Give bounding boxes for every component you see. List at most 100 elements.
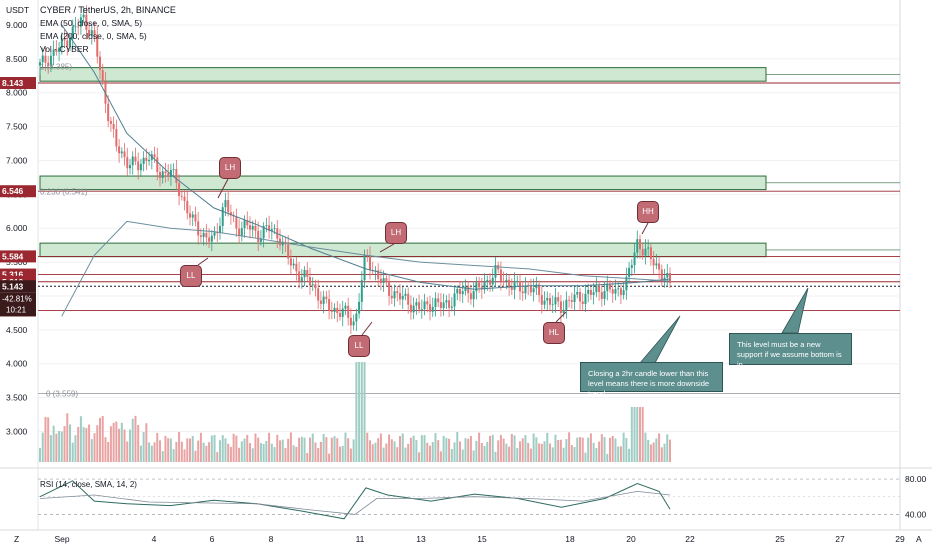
x-tick-label: 25 — [775, 534, 785, 544]
candle-body — [663, 277, 666, 280]
volume-bar — [131, 418, 134, 462]
candle-body — [238, 228, 241, 236]
volume-bar — [379, 433, 382, 462]
volume-bar — [404, 447, 407, 462]
volume-bar — [382, 447, 385, 462]
volume-bar — [450, 448, 453, 462]
pattern-tag-hl: HL — [543, 322, 565, 344]
candle-body — [39, 62, 41, 66]
price-label-box — [0, 250, 36, 263]
price-axis[interactable]: 3.0003.5004.0004.5005.0005.5006.0006.500… — [0, 5, 36, 437]
volume-bar — [229, 446, 232, 462]
candle-body — [120, 151, 123, 154]
candle-body — [510, 287, 513, 290]
volume-bar — [47, 417, 50, 462]
volume-bar — [469, 435, 472, 462]
volume-bar — [595, 448, 598, 462]
candle-body — [71, 26, 74, 39]
volume-bar — [191, 435, 194, 462]
volume-bar — [628, 448, 631, 462]
volume-bar — [448, 438, 451, 462]
volume-bar — [175, 442, 178, 462]
volume-bar — [221, 435, 224, 462]
candle-body — [385, 278, 388, 283]
candle-body — [235, 216, 238, 229]
candle-body — [79, 17, 82, 27]
volume-bar — [227, 443, 230, 462]
candle-body — [219, 226, 221, 233]
volume-bar — [472, 450, 475, 462]
pattern-tag-lh: LH — [219, 157, 241, 179]
candle-body — [636, 239, 639, 253]
volume-bar — [420, 435, 423, 462]
ema200-legend[interactable]: EMA (200, close, 0, SMA, 5) — [40, 31, 147, 41]
candle-body — [164, 171, 167, 174]
candle-body — [483, 281, 486, 290]
candle-body — [213, 232, 216, 236]
volume-legend[interactable]: Vol · CYBER — [40, 44, 89, 54]
candle-body — [439, 302, 442, 309]
volume-bar — [535, 437, 538, 462]
volume-bar — [205, 445, 208, 462]
volume-bar — [74, 435, 77, 462]
candle-body — [617, 288, 620, 290]
candle-body — [576, 291, 579, 295]
candle-body — [420, 309, 423, 310]
time-axis[interactable]: Sep 4 6 8 11 13 15 18 20 22 25 27 29 Z A — [14, 534, 922, 544]
candle-body — [221, 207, 224, 227]
price-label: 5.584 — [2, 251, 24, 261]
volume-bar — [412, 435, 415, 462]
candle-body — [172, 169, 175, 170]
rsi-legend: RSI (14, close, SMA, 14, 2) — [40, 480, 137, 489]
volume-bar — [464, 438, 467, 462]
symbol-title[interactable]: CYBER / TetherUS, 2h, BINANCE — [40, 5, 176, 15]
chart-legend: CYBER / TetherUS, 2h, BINANCE EMA (50, c… — [40, 4, 176, 56]
tag-pointer — [379, 243, 395, 253]
candle-body — [41, 55, 44, 63]
volume-bar — [153, 442, 156, 462]
candle-body — [161, 171, 164, 179]
fib-labels: 1 (8.385) 0.236 (6.541) 0 (3.559) — [40, 63, 88, 399]
volume-bar — [407, 443, 410, 462]
volume-bar — [652, 442, 655, 462]
candle-body — [85, 14, 88, 30]
volume-bar — [265, 440, 268, 462]
ema50-legend[interactable]: EMA (50, close, 0, SMA, 5) — [40, 18, 143, 28]
volume-bar — [434, 433, 437, 462]
volume-bar — [178, 432, 181, 462]
callout-support-text: This level must be a new support if we a… — [737, 340, 842, 369]
volume-bar — [633, 407, 636, 462]
zones — [39, 67, 900, 258]
y-tick-label: 3.000 — [6, 427, 28, 437]
auto-scale-glyph: A — [916, 534, 922, 544]
volume-bar — [486, 441, 489, 462]
candle-body — [131, 156, 134, 166]
volume-bar — [559, 439, 562, 462]
volume-bar — [254, 433, 257, 462]
candle-body — [464, 286, 467, 292]
candle-body — [298, 271, 301, 282]
volume-bar — [262, 443, 265, 462]
volume-bar — [273, 447, 276, 462]
candle-body — [90, 30, 93, 36]
volume-bar — [349, 448, 352, 462]
volume-bar — [145, 423, 148, 462]
candle-body — [568, 299, 571, 301]
volume-bar — [562, 447, 565, 462]
volume-bar — [172, 449, 175, 462]
volume-bar — [538, 443, 541, 462]
x-tick-label: 13 — [416, 534, 426, 544]
candle-body — [639, 239, 641, 250]
volume-bar — [235, 435, 238, 462]
candle-body — [167, 173, 170, 177]
volume-bar — [328, 453, 331, 462]
candle-body — [442, 302, 445, 309]
candle-body — [472, 291, 475, 300]
x-tick-label: 22 — [685, 534, 695, 544]
candle-body — [186, 200, 189, 214]
price-label: 6.546 — [2, 186, 24, 196]
volume-bar — [208, 442, 211, 462]
volume-bar — [363, 362, 366, 462]
volume-bar — [644, 432, 647, 462]
